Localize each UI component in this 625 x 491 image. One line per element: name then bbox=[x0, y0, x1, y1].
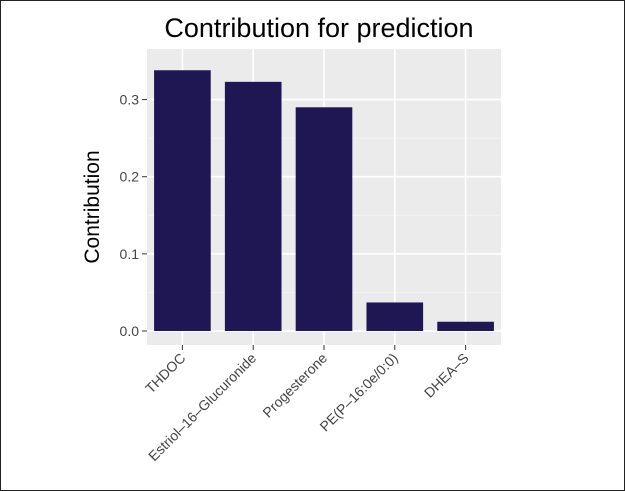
bar-1 bbox=[224, 81, 282, 331]
chart-title: Contribution for prediction bbox=[164, 13, 473, 43]
y-tick-label: 0.0 bbox=[120, 323, 140, 339]
x-tick-label: PE(P–16:0e/0:0) bbox=[316, 350, 401, 435]
y-tick-label: 0.2 bbox=[120, 169, 140, 185]
y-tick-label: 0.3 bbox=[120, 92, 140, 108]
y-axis-title: Contribution bbox=[81, 150, 104, 263]
bar-2 bbox=[295, 107, 353, 332]
x-tick-label: DHEA–S bbox=[421, 350, 472, 401]
y-tick-label: 0.1 bbox=[120, 246, 140, 262]
x-tick-label: THDOC bbox=[142, 350, 189, 397]
x-tick-label: Progesterone bbox=[259, 350, 330, 421]
bar-0 bbox=[154, 70, 211, 331]
bar-3 bbox=[366, 302, 424, 331]
bar-4 bbox=[437, 321, 494, 331]
